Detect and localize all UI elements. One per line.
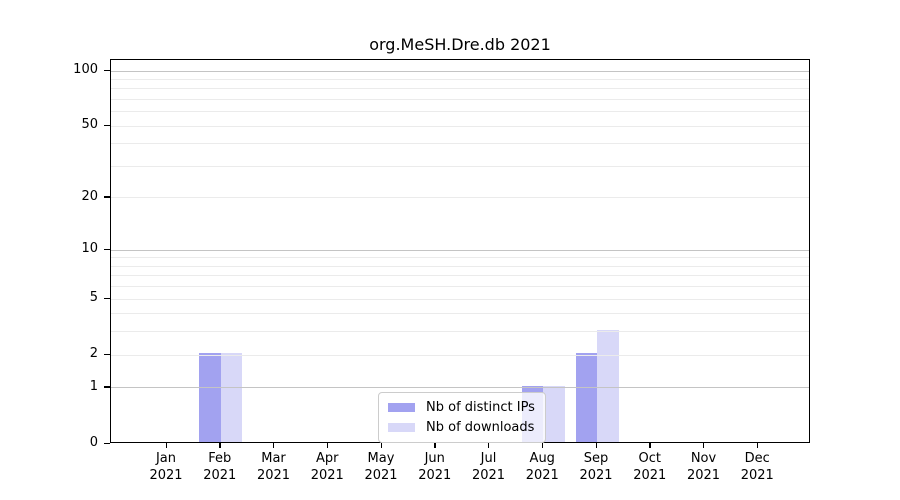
- x-tick-mark: [649, 443, 651, 448]
- gridline-minor: [111, 143, 809, 145]
- gridline-minor: [111, 313, 809, 315]
- gridline-minor: [111, 331, 809, 333]
- bar-downloads: [543, 385, 565, 442]
- gridline-minor: [111, 298, 809, 300]
- y-tick-label: 50: [81, 117, 98, 133]
- x-tick-mark: [434, 443, 436, 448]
- gridline-minor: [111, 78, 809, 80]
- legend-label-distinct-ips: Nb of distinct IPs: [426, 400, 535, 415]
- x-tick-mark: [219, 443, 221, 448]
- x-tick-mark: [541, 443, 544, 448]
- x-tick-mark: [756, 443, 759, 448]
- gridline-minor: [111, 286, 809, 288]
- gridline-major: [111, 387, 809, 389]
- y-tick-mark: [104, 386, 110, 388]
- legend-swatch-distinct-ips-icon: [388, 403, 415, 412]
- gridline-minor: [111, 125, 809, 127]
- legend-label-downloads: Nb of downloads: [426, 420, 535, 435]
- bar-downloads: [220, 353, 243, 442]
- x-tick-label: Dec 2021: [740, 451, 774, 483]
- y-tick-mark: [104, 124, 110, 127]
- chart-title: org.MeSH.Dre.db 2021: [369, 35, 551, 54]
- gridline-minor: [111, 265, 809, 267]
- x-tick-mark: [165, 443, 167, 448]
- x-tick-label: Nov 2021: [686, 451, 721, 483]
- y-tick-label: 0: [89, 435, 98, 450]
- gridline-minor: [111, 165, 809, 167]
- x-tick-label: Feb 2021: [203, 451, 237, 483]
- y-tick-mark: [104, 196, 110, 198]
- gridline-minor: [111, 275, 809, 277]
- y-tick-label: 1: [89, 378, 98, 394]
- x-tick-label: Jun 2021: [418, 451, 452, 483]
- y-tick-label: 5: [89, 290, 98, 306]
- y-tick-mark: [104, 353, 110, 355]
- x-tick-mark: [488, 443, 490, 448]
- x-tick-mark: [595, 443, 597, 448]
- gridline-minor: [111, 88, 809, 90]
- y-tick-label: 100: [73, 62, 98, 77]
- x-tick-label: May 2021: [364, 451, 398, 483]
- x-tick-label: Aug 2021: [525, 451, 559, 483]
- y-tick-mark: [104, 442, 110, 444]
- bar-distinct-ips: [199, 353, 221, 442]
- y-tick-label: 10: [81, 241, 98, 257]
- legend-row-downloads: Nb of downloads: [388, 420, 535, 435]
- x-tick-label: Jul 2021: [471, 451, 506, 483]
- y-tick-mark: [104, 297, 110, 299]
- gridline-minor: [111, 354, 809, 356]
- gridline-minor: [111, 98, 809, 100]
- x-tick-mark: [380, 443, 382, 448]
- x-tick-label: Jan 2021: [149, 451, 183, 483]
- x-tick-label: Apr 2021: [310, 451, 344, 483]
- x-tick-mark: [326, 443, 329, 448]
- gridline-minor: [111, 197, 809, 199]
- x-tick-label: Oct 2021: [633, 451, 667, 483]
- bar-distinct-ips: [575, 353, 597, 442]
- x-tick-mark: [273, 443, 275, 448]
- y-tick-mark: [104, 69, 110, 71]
- x-tick-label: Mar 2021: [256, 451, 291, 483]
- gridline-major: [111, 249, 809, 251]
- legend-swatch-downloads-icon: [388, 423, 415, 432]
- gridline-major: [111, 70, 809, 72]
- x-tick-mark: [703, 443, 705, 448]
- y-tick-mark: [104, 248, 110, 250]
- gridline-minor: [111, 111, 809, 113]
- gridline-minor: [111, 257, 809, 259]
- x-tick-label: Sep 2021: [579, 451, 613, 483]
- plot-area: [110, 59, 810, 443]
- legend-row-distinct-ips: Nb of distinct IPs: [388, 400, 535, 415]
- y-tick-label: 20: [81, 188, 98, 204]
- legend: Nb of distinct IPs Nb of downloads: [378, 392, 546, 443]
- y-tick-label: 2: [89, 346, 98, 362]
- bar-downloads: [597, 329, 619, 442]
